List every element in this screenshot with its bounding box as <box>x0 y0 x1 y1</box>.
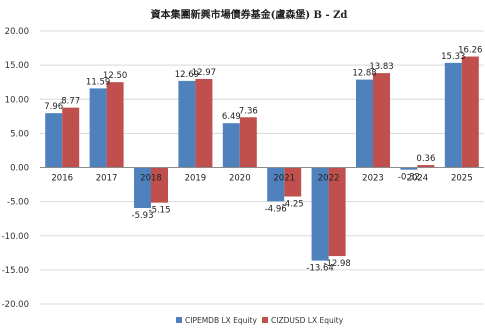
bar-series1-2024 <box>400 167 418 170</box>
category-label: 2021 <box>273 174 295 184</box>
category-label: 2018 <box>140 174 162 184</box>
legend-label: CIZDUSD LX Equity <box>271 316 344 325</box>
y-tick-label: 0.00 <box>10 164 29 174</box>
bar-series1-2019 <box>178 80 196 168</box>
chart-title: 資本集團新興市場債券基金(盧森堡) B - Zd <box>151 8 348 21</box>
category-label: 2024 <box>407 174 429 184</box>
bars <box>45 56 479 261</box>
x-axis-categories: 2016 2017 2018 2019 2020 2021 2022 2023 2024 2025 <box>51 174 472 184</box>
bar-series1-2016 <box>45 113 63 168</box>
data-label: 16.26 <box>458 46 482 56</box>
data-label: -4.25 <box>282 200 304 210</box>
category-label: 2019 <box>185 174 207 184</box>
category-label: 2016 <box>51 174 73 184</box>
bar-series2-2023 <box>373 73 390 168</box>
data-label: 11.59 <box>86 77 110 87</box>
y-axis-ticks: -20.00 -15.00 -10.00 -5.00 0.00 5.00 10.00 15.0… <box>2 27 29 310</box>
data-label: 12.97 <box>192 68 216 78</box>
data-label: 12.50 <box>103 71 127 81</box>
bar-series1-2020 <box>222 123 240 168</box>
y-tick-label: 5.00 <box>10 129 29 139</box>
bar-series1-2017 <box>89 88 107 168</box>
y-tick-label: -15.00 <box>2 266 29 276</box>
data-label: 7.36 <box>239 106 258 116</box>
bar-series2-2017 <box>106 82 124 168</box>
bar-series1-2023 <box>356 79 373 168</box>
legend: CIPEMDB LX Equity CIZDUSD LX Equity <box>176 316 344 325</box>
legend-swatch <box>176 317 182 323</box>
bar-series1-2018 <box>134 167 151 208</box>
data-label: -5.15 <box>149 206 171 216</box>
bar-series1-2021 <box>267 167 285 202</box>
data-label: 7.96 <box>44 102 63 112</box>
category-label: 2022 <box>318 174 340 184</box>
bar-series2-2024 <box>417 165 435 168</box>
y-tick-label: -20.00 <box>2 300 29 310</box>
category-label: 2020 <box>229 174 251 184</box>
data-label: -13.64 <box>306 264 333 274</box>
data-label: -4.96 <box>265 204 287 214</box>
category-label: 2023 <box>362 174 384 184</box>
bar-series1-2025 <box>444 62 462 168</box>
bar-series2-2025 <box>461 56 479 168</box>
category-label: 2017 <box>96 174 118 184</box>
bar-series2-2018 <box>151 167 168 203</box>
bar-series1-2022 <box>311 167 329 261</box>
data-label: 12.88 <box>352 69 376 79</box>
y-tick-label: 20.00 <box>5 27 29 37</box>
data-label: 0.36 <box>416 154 435 164</box>
data-label: 12.69 <box>175 70 199 80</box>
data-label: 8.77 <box>61 97 80 107</box>
bar-series2-2021 <box>284 167 302 197</box>
data-label: -0.32 <box>398 173 420 183</box>
y-tick-label: -10.00 <box>2 232 29 242</box>
bar-series2-2020 <box>239 117 257 168</box>
data-label: 13.83 <box>369 62 393 72</box>
data-label: 15.33 <box>441 52 465 62</box>
y-tick-label: 10.00 <box>5 95 29 105</box>
bar-series2-2016 <box>62 107 80 168</box>
legend-swatch <box>262 317 268 323</box>
bar-series2-2019 <box>195 78 213 168</box>
y-tick-label: -5.00 <box>7 198 29 208</box>
data-label: 6.49 <box>222 112 241 122</box>
bar-series2-2022 <box>328 167 346 257</box>
data-label: -5.93 <box>132 211 154 221</box>
data-label: -12.98 <box>323 259 350 269</box>
category-label: 2025 <box>451 174 473 184</box>
legend-label: CIPEMDB LX Equity <box>185 316 257 325</box>
y-tick-label: 15.00 <box>5 61 29 71</box>
